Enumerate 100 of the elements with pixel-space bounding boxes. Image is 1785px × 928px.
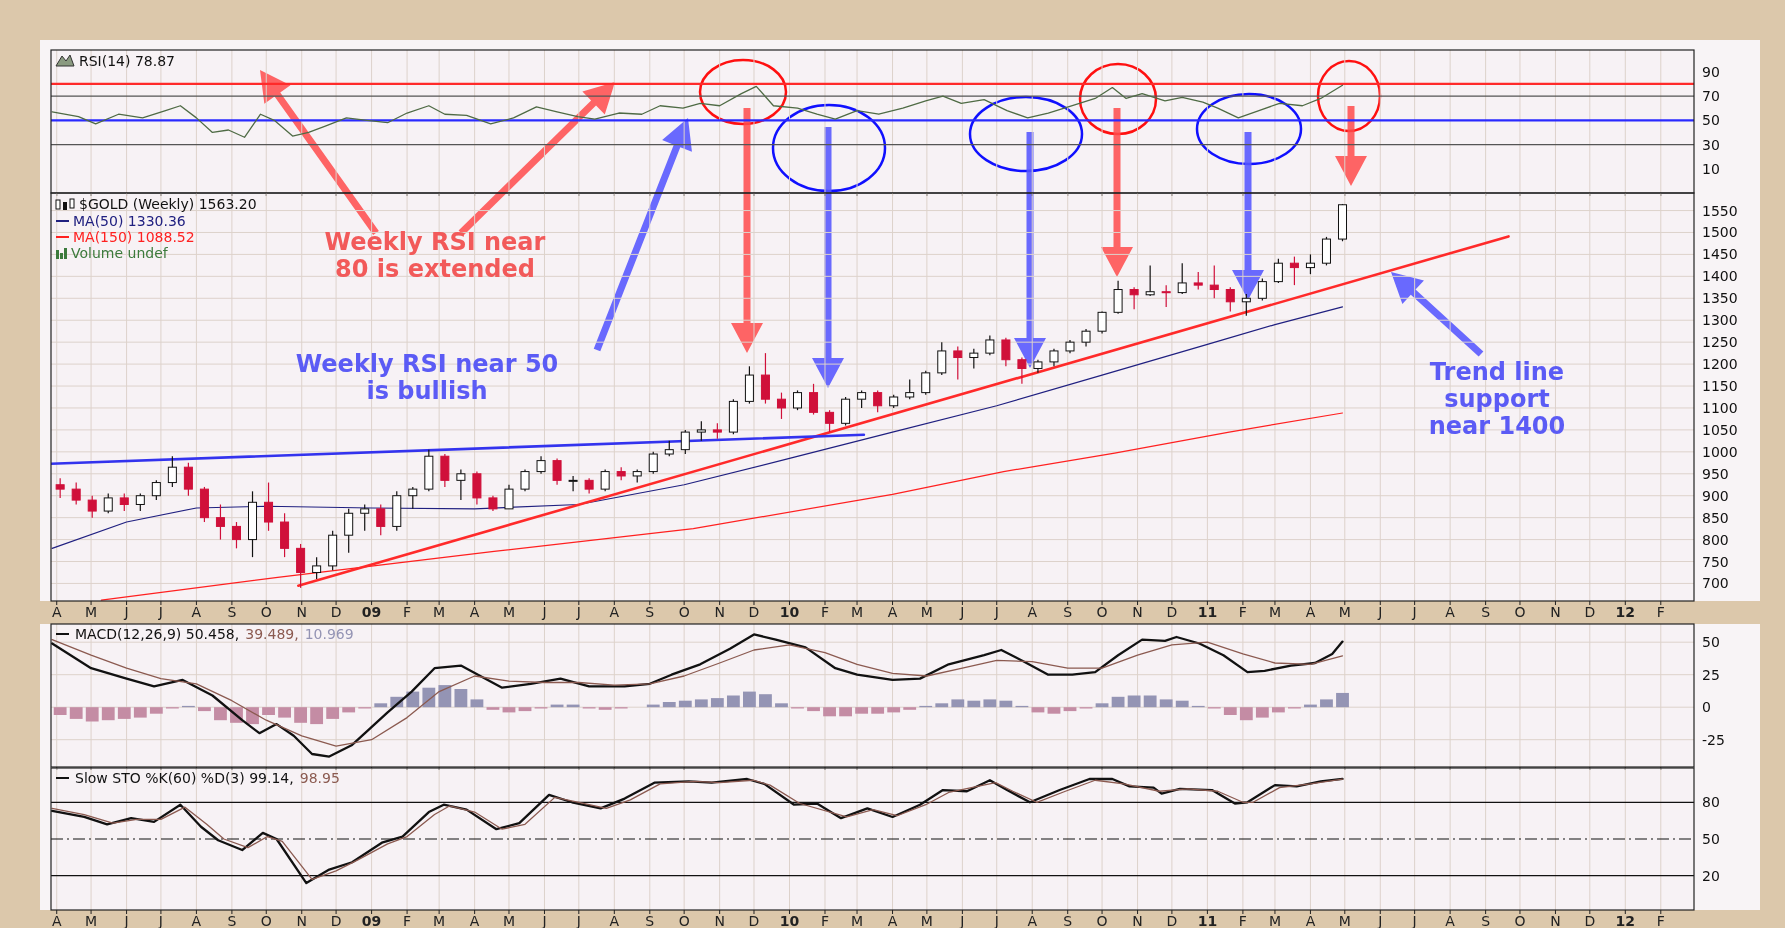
x-tick-label: N	[296, 913, 307, 928]
candlestick	[648, 451, 658, 475]
bar	[438, 685, 452, 708]
x-tick-label: 10	[779, 913, 800, 928]
bar	[1047, 707, 1061, 714]
candlestick	[905, 378, 915, 400]
bar	[326, 707, 340, 719]
y-tick-label: 800	[1702, 531, 1729, 548]
legend-label: MA(150) 1088.52	[73, 229, 195, 245]
chart-title: RSI(14) 78.87	[79, 53, 176, 69]
bar	[117, 707, 131, 719]
x-tick-label: O	[678, 604, 690, 620]
x-tick-label: M	[85, 913, 98, 928]
x-tick-label: S	[645, 913, 655, 928]
bar	[951, 699, 965, 708]
y-tick-label: 1000	[1702, 443, 1738, 460]
bar	[1159, 699, 1173, 708]
x-tick-label: N	[296, 604, 307, 620]
x-tick-label: 10	[779, 604, 800, 620]
line-series	[51, 306, 1344, 549]
x-tick-label: O	[678, 913, 690, 928]
candlestick	[600, 468, 610, 492]
x-tick-label: F	[1238, 604, 1247, 620]
candlestick	[408, 486, 418, 510]
x-tick-label: J	[1377, 913, 1383, 928]
x-tick-label: M	[502, 913, 516, 928]
x-tick-label: D	[330, 913, 342, 928]
x-tick-label: N	[1132, 604, 1143, 620]
x-tick-label: M	[1268, 604, 1281, 620]
x-tick-label: M	[1268, 913, 1281, 928]
x-tick-label: D	[1584, 604, 1596, 620]
annotation: Weekly RSI near 80 is extended	[324, 228, 546, 283]
y-tick-label: 30	[1702, 136, 1720, 153]
x-tick-label: J	[959, 913, 965, 928]
x-tick-label: N	[1132, 913, 1143, 928]
x-tick-label: A	[1305, 913, 1316, 928]
x-tick-label: N	[1550, 604, 1561, 620]
x-tick-label: M	[851, 604, 864, 620]
y-tick-label: 90	[1702, 63, 1720, 80]
candlestick	[1257, 277, 1267, 302]
candlestick	[552, 457, 562, 486]
candlestick	[568, 475, 578, 492]
y-tick-label: 1100	[1702, 399, 1738, 416]
y-tick-label: 1250	[1702, 334, 1738, 351]
x-tick-label: J	[541, 913, 547, 928]
x-tick-label: F	[1656, 913, 1665, 928]
x-tick-label: A	[469, 913, 480, 928]
bar	[710, 698, 724, 708]
x-tick-label: S	[227, 604, 237, 620]
x-tick-label: J	[123, 604, 129, 620]
y-tick-label: 25	[1702, 666, 1720, 683]
candlestick	[360, 503, 370, 532]
candlestick	[87, 495, 97, 519]
x-tick-label: J	[157, 604, 163, 620]
text: 10.969	[304, 626, 354, 642]
annotation: Weekly RSI near 50 is bullish	[295, 350, 559, 405]
x-tick-label: N	[714, 913, 725, 928]
x-tick-label: D	[748, 913, 760, 928]
candlestick	[264, 481, 274, 532]
x-tick-label: F	[403, 913, 412, 928]
candlestick	[231, 521, 241, 549]
y-tick-label: 50	[1702, 831, 1720, 847]
x-tick-label: J	[575, 913, 581, 928]
bar	[1031, 707, 1045, 713]
x-tick-label: S	[1063, 604, 1073, 620]
x-tick-label: J	[123, 913, 129, 928]
bar	[133, 707, 147, 718]
bar	[470, 699, 484, 708]
candlestick	[1145, 264, 1155, 297]
y-tick-label: 950	[1702, 465, 1729, 482]
x-tick-label: A	[191, 913, 202, 928]
bar	[101, 707, 115, 721]
x-tick-label: F	[1656, 604, 1665, 620]
x-tick-label: J	[1411, 604, 1417, 620]
x-tick-label: J	[993, 913, 999, 928]
y-tick-label: 1050	[1702, 421, 1738, 438]
candlestick	[1113, 280, 1123, 315]
bar	[999, 700, 1013, 708]
x-tick-label: A	[609, 604, 620, 620]
y-tick-label: 1300	[1702, 312, 1738, 329]
x-tick-label: A	[1027, 604, 1038, 620]
bar	[198, 707, 211, 712]
bar	[694, 699, 708, 708]
candlestick	[969, 348, 979, 370]
bar	[53, 707, 67, 715]
bar	[775, 703, 788, 708]
candlestick	[520, 468, 530, 492]
x-tick-label: F	[820, 604, 830, 620]
candlestick	[680, 429, 690, 455]
bar	[214, 707, 227, 721]
x-tick-label: S	[227, 913, 237, 928]
y-tick-label: 750	[1702, 553, 1729, 570]
y-tick-label: 0	[1702, 699, 1711, 716]
bar	[406, 691, 420, 708]
x-tick-label: M	[851, 913, 864, 928]
candlestick	[1273, 258, 1283, 284]
y-tick-label: 80	[1702, 794, 1720, 811]
bar	[726, 695, 740, 708]
candlestick	[1241, 293, 1251, 317]
candlestick	[1177, 262, 1187, 295]
